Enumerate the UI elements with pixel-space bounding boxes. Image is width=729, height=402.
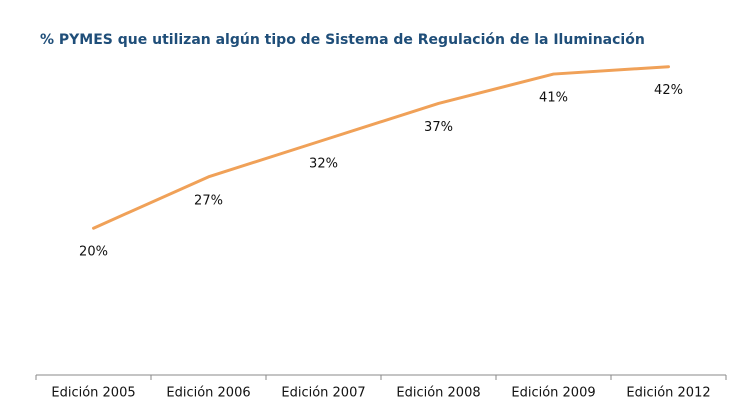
x-tick-label: Edición 2009 (511, 386, 595, 401)
data-label: 32% (309, 157, 338, 172)
data-label: 37% (424, 120, 453, 135)
data-label: 41% (539, 91, 568, 106)
x-tick-label: Edición 2005 (51, 386, 135, 401)
x-tick-label: Edición 2007 (281, 386, 365, 401)
x-tick-label: Edición 2012 (626, 386, 710, 401)
data-label: 42% (654, 83, 683, 98)
chart-title: % PYMES que utilizan algún tipo de Siste… (40, 32, 645, 48)
x-tick-label: Edición 2006 (166, 386, 250, 401)
data-label: 27% (194, 193, 223, 208)
line (92, 65, 670, 230)
data-label: 20% (79, 245, 108, 260)
x-tick-label: Edición 2008 (396, 386, 480, 401)
